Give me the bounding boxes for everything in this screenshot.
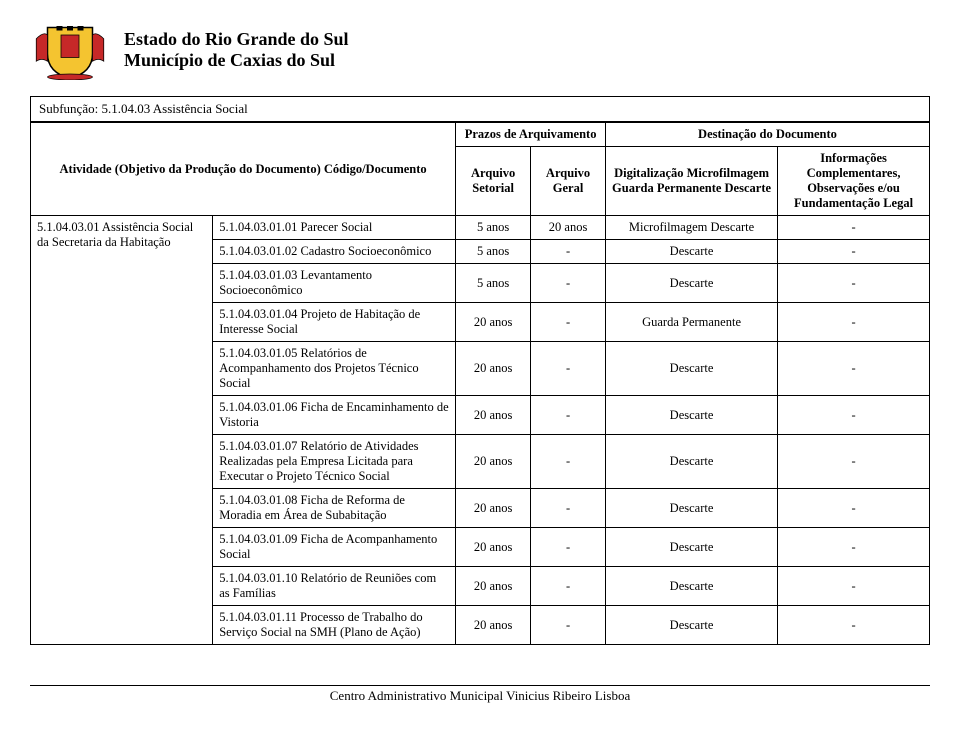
dest-cell: Descarte [606, 264, 778, 303]
doc-cell: 5.1.04.03.01.06 Ficha de Encaminhamento … [213, 396, 456, 435]
doc-cell: 5.1.04.03.01.02 Cadastro Socioeconômico [213, 240, 456, 264]
setorial-cell: 20 anos [456, 606, 531, 645]
doc-cell: 5.1.04.03.01.05 Relatórios de Acompanham… [213, 342, 456, 396]
dest-cell: Descarte [606, 396, 778, 435]
info-cell: - [778, 435, 930, 489]
info-cell: - [778, 567, 930, 606]
doc-cell: 5.1.04.03.01.03 Levantamento Socioeconôm… [213, 264, 456, 303]
doc-cell: 5.1.04.03.01.09 Ficha de Acompanhamento … [213, 528, 456, 567]
dest-cell: Descarte [606, 489, 778, 528]
dest-cell: Descarte [606, 240, 778, 264]
doc-cell: 5.1.04.03.01.07 Relatório de Atividades … [213, 435, 456, 489]
setorial-cell: 20 anos [456, 567, 531, 606]
setorial-cell: 20 anos [456, 396, 531, 435]
setorial-cell: 20 anos [456, 435, 531, 489]
coat-of-arms-icon [30, 20, 110, 80]
doc-cell: 5.1.04.03.01.08 Ficha de Reforma de Mora… [213, 489, 456, 528]
page-footer: Centro Administrativo Municipal Vinicius… [30, 685, 930, 704]
dest-cell: Microfilmagem Descarte [606, 216, 778, 240]
info-cell: - [778, 342, 930, 396]
setorial-cell: 20 anos [456, 342, 531, 396]
setorial-cell: 20 anos [456, 303, 531, 342]
activity-group-cell: 5.1.04.03.01 Assistência Social da Secre… [31, 216, 213, 645]
doc-cell: 5.1.04.03.01.01 Parecer Social [213, 216, 456, 240]
state-title: Estado do Rio Grande do Sul [124, 29, 349, 50]
info-cell: - [778, 528, 930, 567]
doc-cell: 5.1.04.03.01.04 Projeto de Habitação de … [213, 303, 456, 342]
dest-cell: Descarte [606, 342, 778, 396]
dest-cell: Descarte [606, 606, 778, 645]
header-titles: Estado do Rio Grande do Sul Município de… [124, 29, 349, 71]
geral-cell: - [531, 396, 606, 435]
info-cell: - [778, 489, 930, 528]
geral-cell: - [531, 606, 606, 645]
geral-cell: 20 anos [531, 216, 606, 240]
info-cell: - [778, 606, 930, 645]
dest-cell: Descarte [606, 567, 778, 606]
doc-cell: 5.1.04.03.01.11 Processo de Trabalho do … [213, 606, 456, 645]
geral-cell: - [531, 435, 606, 489]
col-header-prazos: Prazos de Arquivamento [456, 123, 606, 147]
setorial-cell: 5 anos [456, 264, 531, 303]
setorial-cell: 20 anos [456, 489, 531, 528]
dest-cell: Descarte [606, 435, 778, 489]
col-header-info: Informações Complementares, Observações … [778, 147, 930, 216]
archival-table: Atividade (Objetivo da Produção do Docum… [30, 122, 930, 645]
info-cell: - [778, 216, 930, 240]
col-header-destinacao: Destinação do Documento [606, 123, 930, 147]
doc-cell: 5.1.04.03.01.10 Relatório de Reuniões co… [213, 567, 456, 606]
dest-cell: Descarte [606, 528, 778, 567]
municipality-title: Município de Caxias do Sul [124, 50, 349, 71]
page-header: Estado do Rio Grande do Sul Município de… [30, 20, 930, 80]
geral-cell: - [531, 303, 606, 342]
col-header-setorial: Arquivo Setorial [456, 147, 531, 216]
geral-cell: - [531, 489, 606, 528]
info-cell: - [778, 396, 930, 435]
geral-cell: - [531, 240, 606, 264]
setorial-cell: 5 anos [456, 240, 531, 264]
col-header-dest: Digitalização Microfilmagem Guarda Perma… [606, 147, 778, 216]
col-header-activity: Atividade (Objetivo da Produção do Docum… [31, 123, 456, 216]
setorial-cell: 5 anos [456, 216, 531, 240]
geral-cell: - [531, 342, 606, 396]
col-header-geral: Arquivo Geral [531, 147, 606, 216]
dest-cell: Guarda Permanente [606, 303, 778, 342]
geral-cell: - [531, 528, 606, 567]
table-row: 5.1.04.03.01 Assistência Social da Secre… [31, 216, 930, 240]
info-cell: - [778, 240, 930, 264]
geral-cell: - [531, 567, 606, 606]
subfunction-label: Subfunção: 5.1.04.03 Assistência Social [30, 96, 930, 122]
info-cell: - [778, 264, 930, 303]
info-cell: - [778, 303, 930, 342]
geral-cell: - [531, 264, 606, 303]
setorial-cell: 20 anos [456, 528, 531, 567]
